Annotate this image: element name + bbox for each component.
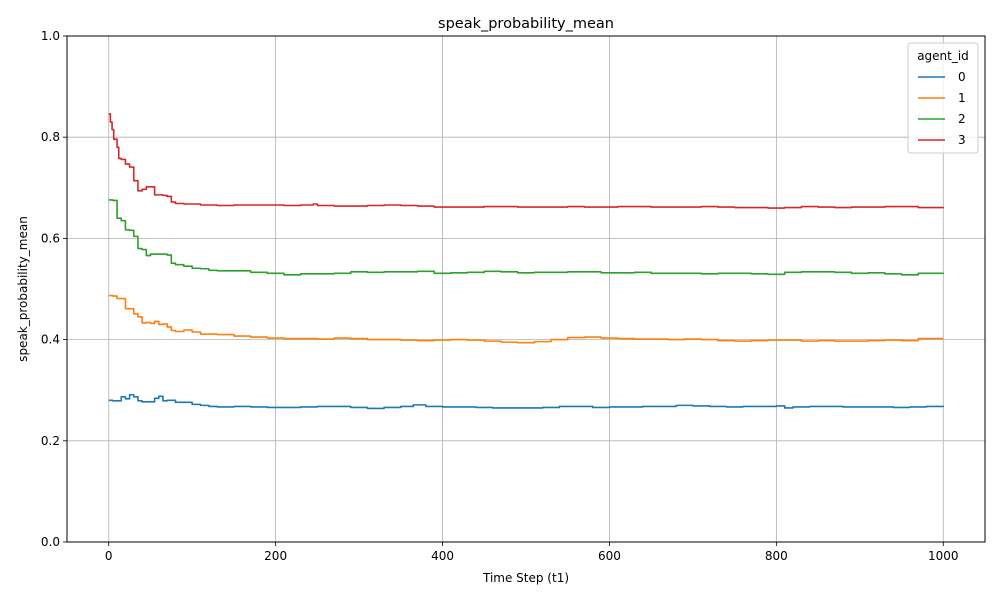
legend-label-agent-2: 2: [958, 112, 966, 126]
series-line-agent-0: [108, 393, 945, 410]
x-tick-label: 600: [598, 549, 621, 563]
x-tick-label: 1000: [928, 549, 959, 563]
x-tick-label: 0: [105, 549, 113, 563]
y-tick-label: 0.8: [41, 130, 60, 144]
y-axis-label: speak_probability_mean: [16, 216, 30, 362]
legend-title: agent_id: [917, 49, 969, 63]
x-axis-label: Time Step (t1): [482, 571, 569, 585]
x-tick-label: 400: [431, 549, 454, 563]
legend-items: 0 1 2 3: [918, 70, 966, 147]
legend: agent_id 0 1 2 3: [907, 42, 979, 154]
series-line-agent-1: [108, 294, 944, 344]
legend-label-agent-0: 0: [958, 70, 966, 84]
series-line-agent-3: [108, 113, 945, 209]
legend-label-agent-1: 1: [958, 91, 966, 105]
series-lines: [108, 113, 945, 410]
x-tick-label: 800: [765, 549, 788, 563]
y-tick-label: 0.4: [41, 333, 60, 347]
legend-label-agent-3: 3: [958, 133, 966, 147]
x-tick-label: 200: [264, 549, 287, 563]
series-line-agent-2: [108, 199, 945, 276]
x-axis-ticks: 0 200 400 600 800 1000: [105, 542, 959, 563]
y-tick-label: 0.6: [41, 231, 60, 245]
plot-frame: [66, 35, 986, 543]
y-tick-label: 0.0: [41, 535, 60, 549]
y-axis-ticks: 0.0 0.2 0.4 0.6 0.8 1.0: [41, 29, 67, 549]
y-tick-label: 0.2: [41, 434, 60, 448]
chart-title: speak_probability_mean: [438, 16, 614, 32]
y-tick-label: 1.0: [41, 29, 60, 43]
